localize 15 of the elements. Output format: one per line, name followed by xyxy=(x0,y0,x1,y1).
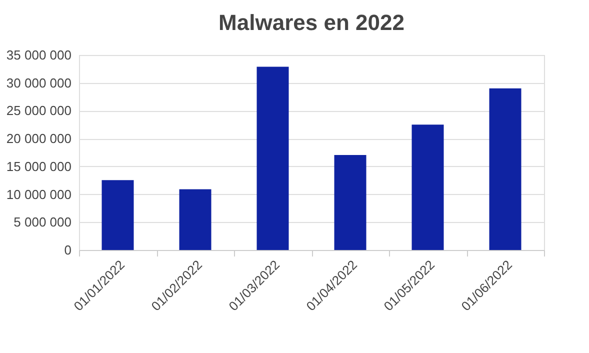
y-tick-label: 5 000 000 xyxy=(14,214,72,230)
bar xyxy=(412,124,444,250)
y-tick-label: 25 000 000 xyxy=(6,103,72,118)
bar xyxy=(489,88,522,250)
y-tick-label: 30 000 000 xyxy=(6,75,72,90)
bar xyxy=(334,155,366,250)
y-tick-label: 0 xyxy=(64,242,72,258)
y-tick-label: 15 000 000 xyxy=(6,158,72,174)
bar xyxy=(102,180,134,250)
chart-title: Malwares en 2022 xyxy=(218,10,404,35)
bar xyxy=(179,189,212,250)
bar xyxy=(256,66,289,250)
y-tick-label: 20 000 000 xyxy=(6,131,72,146)
y-tick-label: 35 000 000 xyxy=(6,48,72,62)
y-tick-label: 10 000 000 xyxy=(6,186,72,202)
